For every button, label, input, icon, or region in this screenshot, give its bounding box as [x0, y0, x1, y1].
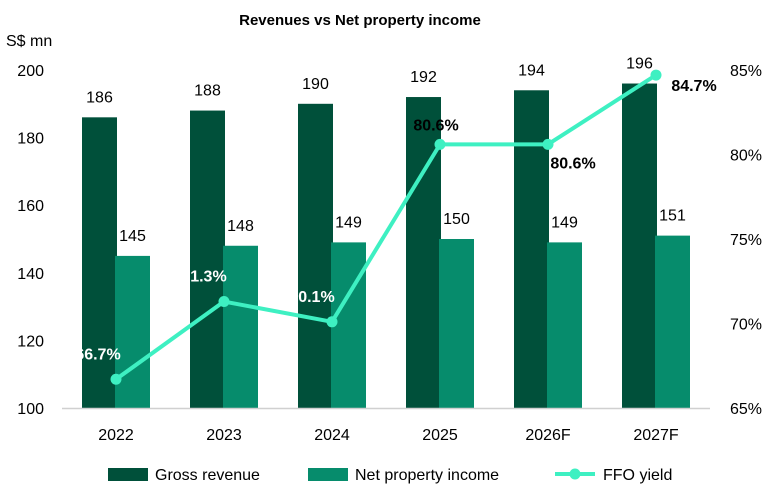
chart-title: Revenues vs Net property income — [239, 12, 481, 29]
ffo-yield-data-label: 84.7% — [671, 78, 716, 95]
bar-net-property-income — [439, 239, 474, 408]
legend-marker-ffo-yield — [569, 468, 581, 480]
ffo-yield-data-label: 80.6% — [413, 117, 458, 134]
legend-label: Net property income — [355, 467, 499, 484]
ffo-yield-point — [110, 373, 122, 385]
y2-tick-label: 85% — [730, 63, 762, 80]
ffo-yield-data-label: 70.1% — [289, 289, 334, 306]
bar-data-label: 150 — [443, 211, 470, 228]
ffo-yield-data-label: 66.7% — [75, 346, 120, 363]
bar-data-label: 149 — [335, 214, 362, 231]
bar-data-label: 148 — [227, 218, 254, 235]
x-tick-label: 2025 — [422, 427, 458, 444]
bar-gross-revenue — [622, 83, 657, 409]
bar-gross-revenue — [514, 90, 549, 408]
x-tick-label: 2024 — [314, 427, 350, 444]
x-tick-label: 2022 — [98, 427, 134, 444]
x-tick-label: 2026F — [525, 427, 571, 444]
bar-net-property-income — [115, 255, 150, 408]
y-axis-label: S$ mn — [6, 33, 52, 50]
y-tick-label: 140 — [17, 266, 44, 283]
ffo-yield-data-label: 80.6% — [550, 155, 595, 172]
ffo-yield-line — [114, 73, 658, 381]
bar-data-label: 192 — [410, 69, 437, 86]
y-tick-label: 160 — [17, 198, 44, 215]
bar-data-label: 196 — [626, 56, 653, 73]
bar-data-label: 190 — [302, 76, 329, 93]
bar-data-label: 149 — [551, 214, 578, 231]
ffo-yield-point — [218, 296, 230, 308]
y2-tick-label: 75% — [730, 232, 762, 249]
y-tick-label: 180 — [17, 131, 44, 148]
ffo-yield-point — [542, 138, 554, 150]
bar-data-label: 151 — [659, 208, 686, 225]
y2-tick-label: 80% — [730, 148, 762, 165]
bar-data-label: 186 — [86, 89, 113, 106]
bar-data-label: 188 — [194, 83, 221, 100]
bar-net-property-income — [331, 242, 366, 408]
y-tick-label: 200 — [17, 63, 44, 80]
ffo-yield-point — [326, 316, 338, 328]
ffo-yield-point — [434, 138, 446, 150]
x-tick-label: 2027F — [633, 427, 679, 444]
ffo-yield-point — [650, 69, 662, 81]
y-tick-label: 100 — [17, 401, 44, 418]
legend-swatch-gross-revenue — [108, 468, 148, 481]
y2-tick-label: 65% — [730, 401, 762, 418]
bar-data-label: 145 — [119, 228, 146, 245]
bar-gross-revenue — [82, 117, 117, 408]
y2-tick-label: 70% — [730, 317, 762, 334]
bar-data-label: 194 — [518, 62, 545, 79]
legend-label: FFO yield — [603, 467, 672, 484]
bar-net-property-income — [655, 235, 690, 408]
bar-net-property-income — [223, 245, 258, 408]
y-tick-label: 120 — [17, 333, 44, 350]
bar-gross-revenue — [298, 103, 333, 409]
bar-gross-revenue — [190, 110, 225, 408]
x-tick-label: 2023 — [206, 427, 242, 444]
ffo-yield-data-label: 71.3% — [181, 269, 226, 286]
bar-net-property-income — [547, 242, 582, 408]
legend-swatch-net-property-income — [308, 468, 348, 481]
legend-label: Gross revenue — [155, 467, 260, 484]
